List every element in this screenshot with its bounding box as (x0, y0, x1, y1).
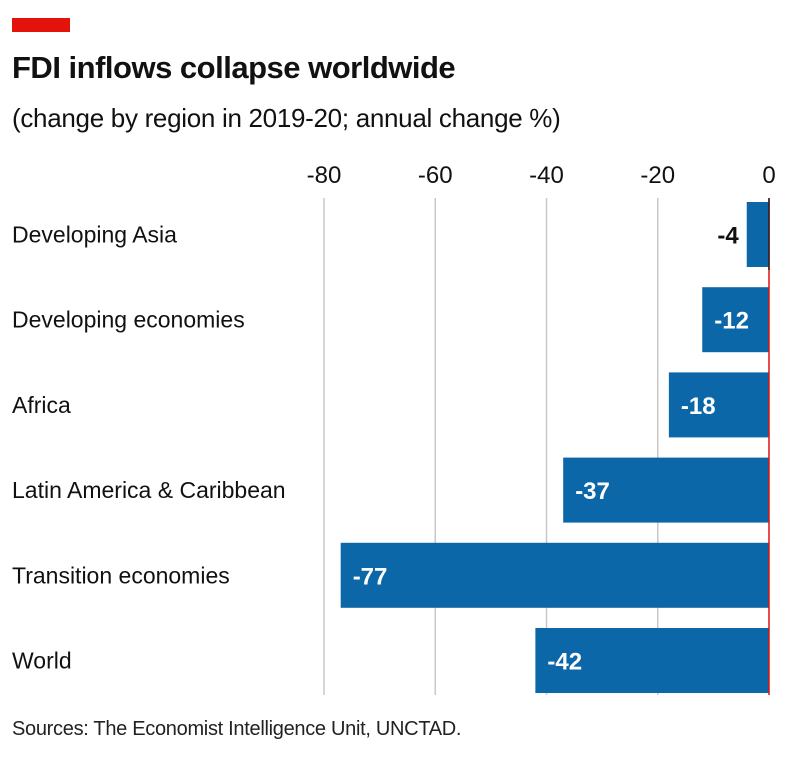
bar (535, 628, 769, 693)
bar (340, 542, 769, 608)
x-tick-label: -20 (640, 162, 675, 189)
category-label: Developing Asia (12, 222, 177, 248)
chart-title: FDI inflows collapse worldwide (12, 50, 456, 85)
x-tick-label: -80 (307, 162, 342, 189)
brand-red-tag (12, 18, 70, 32)
chart-subtitle: (change by region in 2019-20; annual cha… (12, 103, 561, 133)
category-label: World (12, 648, 72, 674)
bar (563, 457, 769, 523)
category-label: Developing economies (12, 307, 245, 333)
data-label: -18 (681, 393, 716, 420)
x-tick-label: -40 (529, 162, 564, 189)
data-label: -4 (717, 223, 739, 250)
source-note: Sources: The Economist Intelligence Unit… (12, 718, 462, 740)
data-label: -37 (575, 478, 610, 505)
bar (746, 202, 769, 267)
x-tick-label: -60 (418, 162, 453, 189)
data-label: -42 (547, 649, 582, 676)
bar (668, 372, 769, 438)
category-label: Africa (12, 392, 71, 418)
category-label: Latin America & Caribbean (12, 477, 286, 503)
data-label: -12 (714, 308, 749, 335)
category-label: Transition economies (12, 562, 230, 588)
x-tick-label: 0 (762, 162, 775, 189)
bar (702, 287, 769, 353)
data-label: -77 (353, 563, 388, 590)
